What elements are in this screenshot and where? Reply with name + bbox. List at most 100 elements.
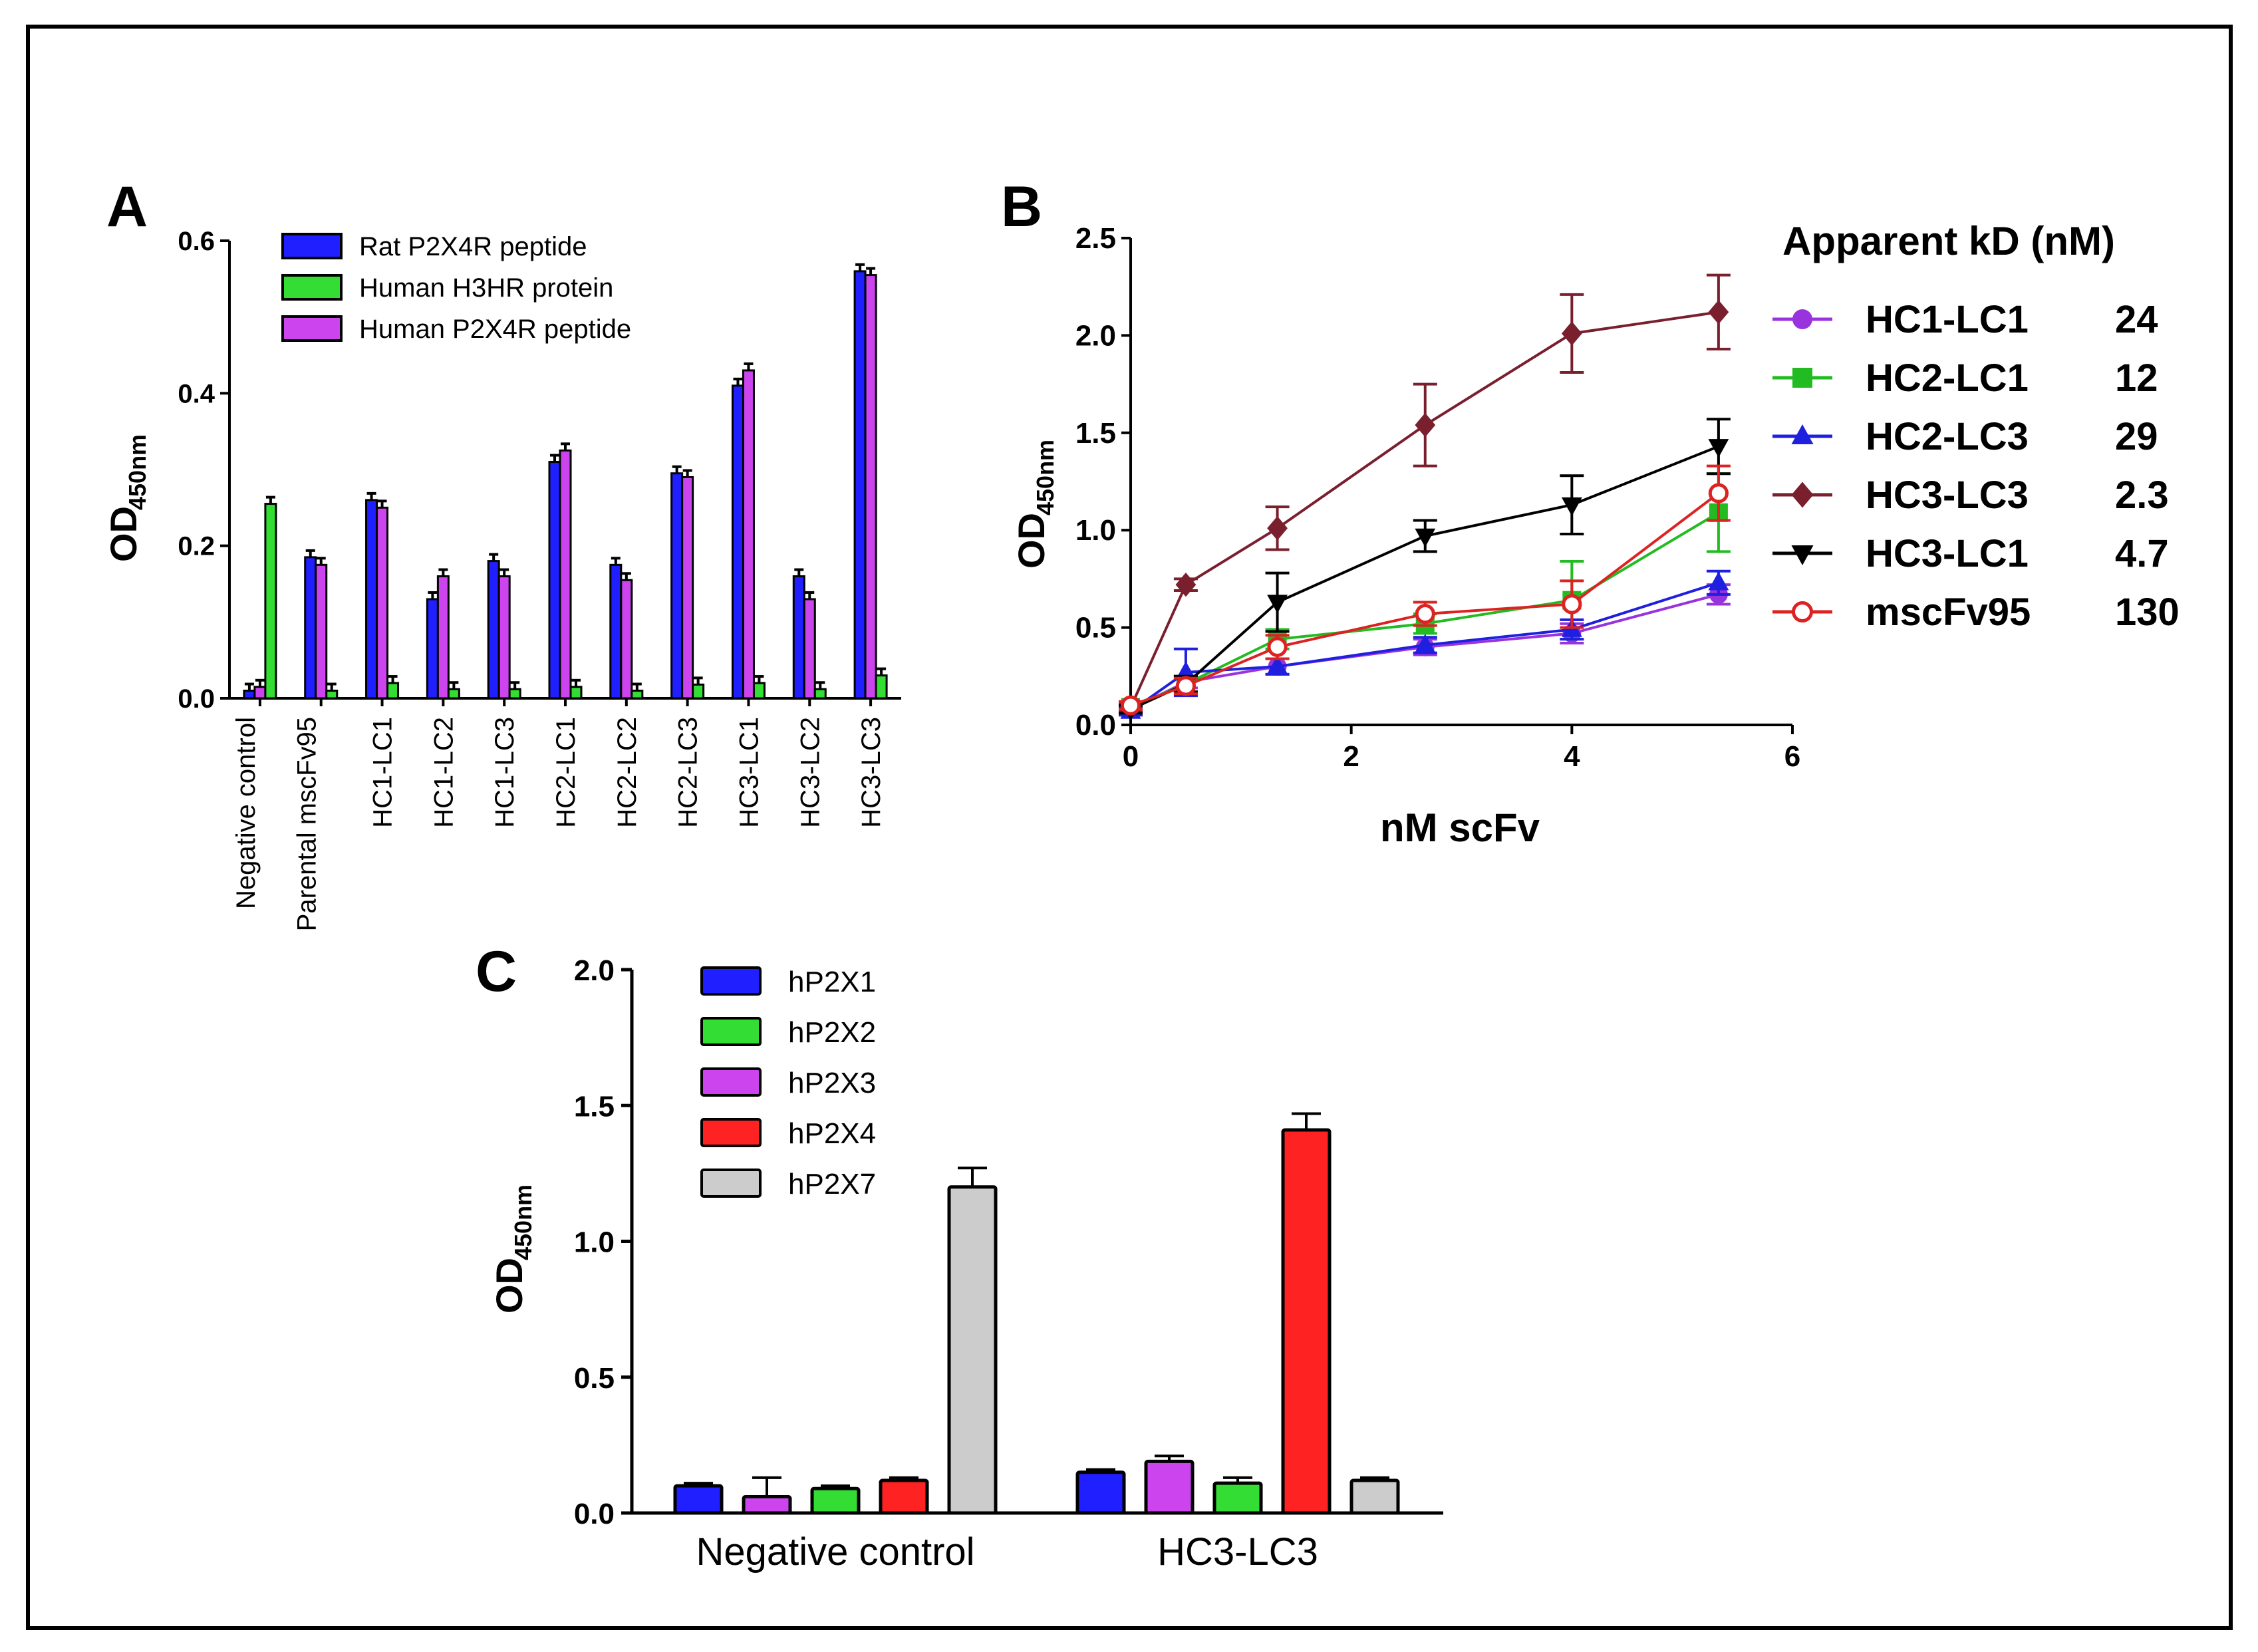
panel-c-label: C [476,940,517,1004]
panel-a-category-label: HC3-LC2 [795,717,825,828]
panel-c-legend-label: hP2X2 [788,1016,876,1049]
panel-b-point [1562,594,1582,615]
panel-b-legend-kd: 2.3 [2115,474,2169,517]
panel-c-category-label: HC3-LC3 [1157,1530,1318,1574]
panel-a-ylabel-main: OD [102,506,144,562]
panel-c: C OD 450nm 0.0 0.5 1.0 1.5 2.0 Negative contr… [476,940,1443,1574]
panel-a-ytick-label: 0.4 [178,379,215,408]
panel-b-point [1267,636,1288,657]
panel-b-ylabel-sub: 450nm [1032,440,1059,515]
panel-a-category-label: Negative control [231,717,261,909]
panel-c-legend-swatch [700,966,762,996]
panel-b-xtick-label: 0 [1123,740,1139,773]
panel-c-bar [1144,1459,1195,1515]
panel-b-xtick-label: 6 [1784,740,1800,773]
panel-b-legend-label: HC3-LC1 [1866,532,2029,575]
panel-a-ylabel: OD 450nm [102,434,151,562]
panel-b-point [1708,439,1729,458]
panel-c-ylabel-main: OD [488,1258,530,1313]
panel-a-bar [813,688,827,700]
panel-a-bar [631,690,644,700]
panel-b-legend-label: HC2-LC1 [1866,356,2029,400]
panel-a-bar [243,690,256,700]
panel-b-legend-marker [1791,482,1814,508]
panel-c-legend-swatch [700,1169,762,1198]
panel-b-point [1708,571,1729,591]
panel-a-category-label: HC2-LC1 [551,717,581,828]
panel-b-label: B [1001,175,1042,239]
panel-c-bar [742,1494,792,1515]
panel-b-legend-kd: 29 [2115,415,2158,458]
panel-b-point [1415,412,1436,438]
panel-b-legend-marker [1792,368,1812,388]
panel-a-label: A [106,175,148,239]
panel-c-bar [673,1484,724,1515]
panel-a-legend-label: Rat P2X4R peptide [359,232,587,261]
panel-c-ylabel: OD 450nm [488,1184,537,1313]
panel-c-ytick-label: 0.0 [574,1498,615,1530]
panel-b-legend-kd: 130 [2115,591,2180,634]
panel-c-axes: 0.0 0.5 1.0 1.5 2.0 Negative control HC3-LC3 [574,954,1443,1574]
figure-border [26,25,2233,1630]
panel-b-series-mscfv95 [1119,464,1731,716]
panel-a-bar [386,682,400,700]
panel-c-legend-swatch [700,1017,762,1046]
panel-b-legend: HC1-LC1 24 HC2-LC1 12 HC2-LC3 29 HC3-LC3 2.3 HC3… [1772,298,2180,634]
panel-a-ytick-label: 0.6 [178,227,215,256]
panel-b-axes: 0.0 0.5 1.0 1.5 2.0 2.5 0 2 4 6 [1075,222,1800,773]
panel-a-bar [752,682,766,700]
panel-b-point [1120,695,1141,716]
panel-a-bar [436,575,450,700]
panel-a-bar [365,499,378,700]
panel-c-bar [810,1486,861,1515]
panel-b-point [1708,483,1729,503]
panel-c-legend: hP2X1 hP2X2 hP2X3 hP2X4 hP2X7 [700,966,876,1200]
panel-c-legend-swatch [700,1067,762,1097]
panel-b-point [1267,595,1288,614]
panel-b-series-hc2-lc1 [1119,472,1731,717]
panel-c-legend-label: hP2X1 [788,966,876,998]
panel-c-bars [673,1112,1400,1515]
panel-a-bar [875,674,888,700]
panel-a-bar [742,369,755,700]
panel-a-bar [304,556,317,700]
panel-a-bar [253,686,267,700]
panel-b-point [1415,634,1436,653]
panel-a-bar [803,598,816,700]
panel-b-point [1267,655,1288,674]
panel-c-ytick-label: 0.5 [574,1362,615,1395]
panel-a-category-label: HC1-LC2 [429,717,458,828]
panel-b-point [1561,497,1582,516]
panel-b-point [1175,676,1197,696]
panel-c-ytick-label: 1.0 [574,1226,615,1259]
panel-a-ytick-label: 0.0 [178,684,215,714]
panel-a-bar [681,476,694,700]
panel-b-xtick-label: 2 [1343,740,1359,773]
panel-a-bar [559,449,572,700]
panel-b-ytick-label: 2.5 [1075,222,1116,255]
panel-a-bar [792,575,805,700]
panel-a-category-label: HC1-LC1 [368,717,398,828]
panel-b-legend-label: HC3-LC3 [1866,474,2029,517]
panel-a-legend-swatch [281,274,343,301]
panel-a-bar [670,472,684,700]
panel-b-legend-kd: 4.7 [2115,532,2169,575]
panel-c-bar [1075,1470,1126,1515]
panel-a-bar [569,686,583,700]
panel-a-category-label: Parental mscFv95 [293,717,322,931]
panel-a-bar [864,274,877,700]
panel-b-legend-label: HC1-LC1 [1866,298,2029,341]
panel-c-bar [1281,1128,1332,1515]
panel-a-bar [853,270,867,700]
panel-b-legend-label: mscFv95 [1866,591,2031,634]
panel-c-ytick-label: 1.5 [574,1090,615,1123]
panel-a-bar [609,563,623,700]
panel-b-ytick-label: 1.0 [1075,514,1116,547]
panel-a-bar [487,560,500,700]
panel-a-category-label: HC2-LC3 [674,717,703,828]
panel-a-legend-label: Human H3HR protein [359,273,613,303]
panel-a-bar [325,690,339,700]
panel-c-bar [947,1185,998,1515]
panel-a-bar [548,461,561,700]
panel-a-legend-swatch [281,315,343,342]
